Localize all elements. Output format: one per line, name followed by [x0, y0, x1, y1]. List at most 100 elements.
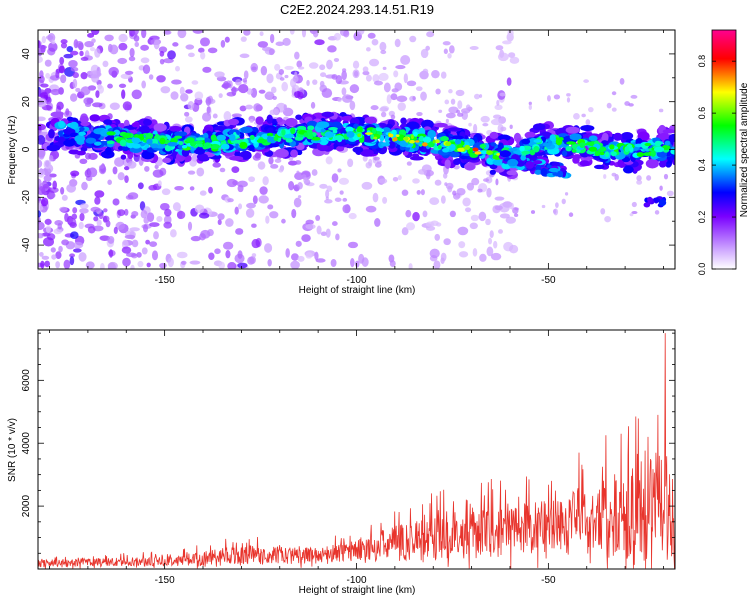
- spectrogram-ridge-cell: [85, 137, 97, 144]
- spectrogram-ridge-cell: [229, 155, 244, 161]
- spectrogram-ridge-cell: [267, 143, 280, 148]
- spectrogram-noise-cell: [456, 109, 461, 114]
- spectrogram-noise-cell: [144, 165, 150, 172]
- spectrogram-noise-cell: [84, 40, 95, 48]
- spectrogram-ridge-cell: [548, 167, 560, 173]
- spectrogram-noise-cell: [291, 84, 300, 92]
- spectrogram-y-ticks: -40 -20 0 20 40: [21, 29, 675, 270]
- spectrogram-ridge-cell: [276, 117, 283, 123]
- spectrogram-noise-cell: [240, 36, 247, 42]
- spectrogram-noise-cell: [258, 89, 266, 94]
- spectrogram-noise-cell: [167, 257, 174, 268]
- spectrogram-noise-cell: [115, 221, 125, 231]
- spectrogram-noise-cell: [127, 192, 139, 200]
- spectrogram-noise-cell: [176, 210, 186, 220]
- spectrogram-noise-cell: [38, 123, 47, 131]
- spectrogram-noise-cell: [497, 52, 509, 62]
- spectrogram-noise-cell: [40, 197, 49, 207]
- spectrogram-noise-cell: [506, 77, 512, 86]
- spectrogram-noise-cell: [611, 91, 617, 96]
- spectrogram-noise-cell: [187, 221, 193, 231]
- spectrogram-noise-cell: [327, 45, 337, 53]
- spectrogram-noise-cell: [290, 253, 299, 261]
- spectrogram-noise-cell: [95, 90, 100, 98]
- spectrogram-ridge-cell: [290, 127, 296, 135]
- spectrogram-noise-cell: [478, 211, 487, 222]
- spectrogram-noise-cell: [470, 214, 479, 222]
- spectrogram-noise-cell: [496, 99, 500, 106]
- spectrogram-noise-cell: [112, 198, 120, 206]
- spectrogram-ridge-cell: [507, 158, 519, 167]
- spectrogram-noise-cell: [159, 262, 167, 269]
- spectrogram-ridge-cell: [373, 136, 378, 140]
- spectrogram-noise-cell: [547, 95, 551, 102]
- spectrogram-ridge-cell: [285, 117, 298, 127]
- spectrogram-noise-cell: [122, 257, 131, 267]
- spectrogram-noise-cell: [326, 59, 333, 70]
- spectrogram-noise-cell: [217, 213, 225, 220]
- spectrogram-noise-cell: [297, 182, 303, 190]
- spectrogram-noise-cell: [189, 260, 201, 265]
- spectrogram-ridge-cell: [178, 141, 183, 146]
- spectrogram-x-ticks: -150 -100 -50: [49, 30, 664, 286]
- spectrogram-noise-cell: [92, 102, 103, 108]
- spectrogram-noise-cell: [259, 31, 264, 37]
- spectrogram-noise-cell: [218, 93, 223, 99]
- spectrogram-noise-cell: [319, 64, 326, 71]
- snr-y-ticks: 2000 4000 6000: [21, 332, 675, 554]
- spectrogram-noise-cell: [43, 159, 52, 170]
- spectrogram-noise-cell: [505, 216, 516, 224]
- spectrogram-noise-cell: [156, 216, 163, 223]
- spectrogram-noise-cell: [555, 202, 559, 209]
- spectrogram-noise-cell: [164, 208, 172, 217]
- spectrogram-ridge-cell: [94, 141, 102, 146]
- spectrogram-noise-cell: [444, 182, 448, 186]
- spectrogram-noise-cell: [401, 189, 409, 196]
- spectrogram-noise-cell: [226, 91, 236, 97]
- spectrogram-noise-cell: [105, 220, 111, 228]
- spectrogram-noise-cell: [113, 226, 118, 235]
- spectrogram-noise-cell: [457, 100, 463, 110]
- spectrogram-ridge-cell: [521, 138, 531, 145]
- spectrogram-noise-cell: [334, 197, 342, 202]
- spectrogram-ridge-cell: [274, 148, 289, 159]
- spectrogram-noise-cell: [245, 104, 254, 110]
- spectrogram-ridge-cell: [447, 127, 462, 132]
- spectrogram-noise-cell: [127, 160, 137, 169]
- spectrogram-noise-cell: [107, 83, 113, 89]
- spectrogram-ridge-cell: [311, 136, 321, 141]
- spectrogram-ridge-cell: [146, 138, 153, 145]
- spectrogram-noise-cell: [49, 192, 56, 199]
- spectrogram-noise-cell: [294, 51, 300, 60]
- spectrogram-ridge-cell: [427, 141, 435, 148]
- spectrogram-noise-cell: [257, 161, 266, 170]
- spectrogram-ridge-cell: [672, 159, 675, 166]
- spectrogram-noise-cell: [600, 208, 606, 215]
- spectrogram-noise-cell: [269, 211, 279, 219]
- spectrogram-noise-cell: [39, 251, 44, 257]
- spectrogram-noise-cell: [347, 158, 354, 168]
- spectrogram-noise-cell: [455, 89, 465, 97]
- spectrogram-ridge-cell: [122, 132, 132, 139]
- spectrogram-noise-cell: [176, 251, 188, 259]
- spectrogram-noise-cell: [194, 91, 204, 101]
- spectrogram-noise-cell: [408, 263, 413, 269]
- spectrogram-isolated-cell: [643, 202, 651, 208]
- spectrogram-noise-cell: [273, 108, 279, 115]
- spectrogram-noise-cell: [79, 158, 88, 164]
- spectrogram-noise-cell: [315, 215, 321, 221]
- spectrogram-ridge-cell: [174, 131, 188, 137]
- spectrogram-ridge-cell: [145, 132, 154, 139]
- spectrogram-ridge-cell: [572, 156, 580, 164]
- spectrogram-noise-cell: [85, 261, 95, 269]
- spectrogram-noise-cell: [315, 258, 326, 263]
- spectrogram-ridge-cell: [489, 169, 496, 175]
- spectrogram-ridge-cell: [379, 134, 385, 142]
- spectrogram-ridge-cell: [432, 139, 436, 144]
- spectrogram-ridge-cell: [46, 144, 61, 152]
- spectrogram-noise-cell: [63, 53, 74, 59]
- spectrogram-noise-cell: [494, 205, 503, 211]
- spectrogram-noise-cell: [60, 74, 67, 84]
- spectrogram-noise-cell: [483, 178, 490, 182]
- spectrogram-ridge-cell: [422, 142, 428, 147]
